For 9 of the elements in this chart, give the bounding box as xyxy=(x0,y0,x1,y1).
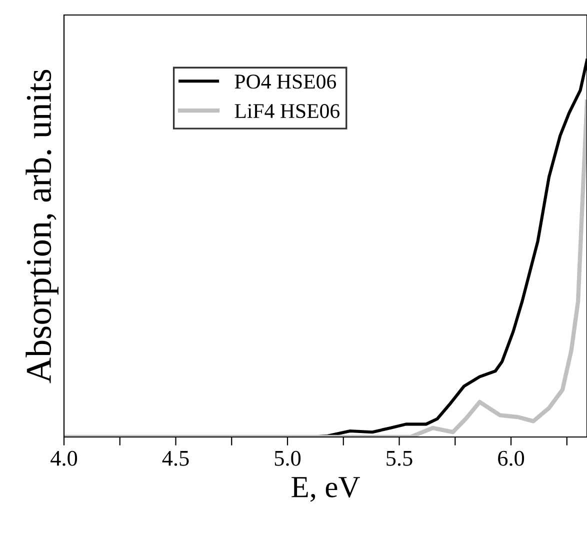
x-tick-label: 6.0 xyxy=(498,450,524,466)
legend-label: PO4 HSE06 xyxy=(234,74,336,89)
x-tick-label: 5.0 xyxy=(274,450,301,466)
y-axis-title: Absorption, arb. units xyxy=(26,70,58,384)
x-tick-label: 4.5 xyxy=(162,450,189,466)
legend-label: LiF4 HSE06 xyxy=(234,104,340,118)
x-axis-title: E, eV xyxy=(292,477,360,502)
x-tick-label: 4.0 xyxy=(50,450,78,466)
x-tick-label: 5.5 xyxy=(386,451,412,466)
